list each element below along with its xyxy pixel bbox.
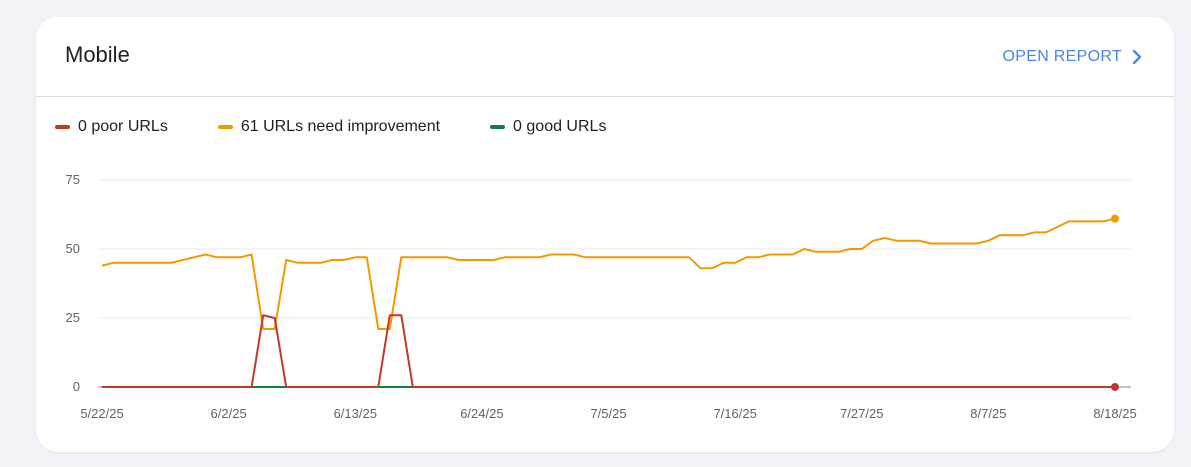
x-tick-label: 8/7/25	[970, 406, 1006, 421]
legend-swatch-poor	[55, 125, 70, 129]
y-tick-label: 25	[66, 310, 80, 325]
legend-label-good: 0 good URLs	[513, 118, 607, 135]
legend-swatch-needs-improvement	[217, 125, 233, 129]
series-line-needs_improvement	[101, 217, 1116, 330]
x-tick-label: 6/2/25	[211, 406, 247, 421]
x-tick-label: 8/18/25	[1093, 406, 1136, 421]
x-tick-label: 5/22/25	[80, 406, 123, 421]
legend-label-needs-improvement: 61 URLs need improvement	[240, 118, 441, 135]
y-tick-label: 0	[73, 379, 80, 394]
open-report-label: OPEN REPORT	[1002, 48, 1122, 65]
card-header: Mobile OPEN REPORT	[36, 17, 1174, 97]
series-end-point-poor	[1111, 383, 1119, 391]
line-chart: 0 25 50 75 5/22/25 6/2/25 6/13/25 6/24/25 7/5/25…	[66, 172, 1137, 421]
legend-swatch-good	[490, 125, 506, 129]
legend-item-needs-improvement[interactable]: 61 URLs need improvement	[217, 118, 441, 136]
series-line-poor	[102, 314, 1115, 388]
report-card: Mobile OPEN REPORT 0 poor URLs 61 URLs n…	[36, 17, 1174, 452]
x-tick-label: 7/5/25	[590, 406, 626, 421]
card-title: Mobile	[65, 42, 130, 67]
x-tick-label: 6/24/25	[460, 406, 503, 421]
chart-legend: 0 poor URLs 61 URLs need improvement 0 g…	[55, 118, 606, 136]
legend-label-poor: 0 poor URLs	[78, 118, 168, 135]
x-tick-label: 7/27/25	[840, 406, 883, 421]
x-tick-label: 7/16/25	[713, 406, 756, 421]
open-report-button[interactable]: OPEN REPORT	[1003, 48, 1144, 66]
y-tick-label: 75	[66, 172, 80, 187]
legend-item-good[interactable]: 0 good URLs	[490, 118, 606, 136]
series-end-point-needs_improvement	[1111, 214, 1119, 223]
x-tick-label: 6/13/25	[334, 406, 377, 421]
chevron-right-icon	[1130, 49, 1144, 65]
y-tick-label: 50	[66, 241, 80, 256]
legend-item-poor[interactable]: 0 poor URLs	[55, 118, 168, 136]
